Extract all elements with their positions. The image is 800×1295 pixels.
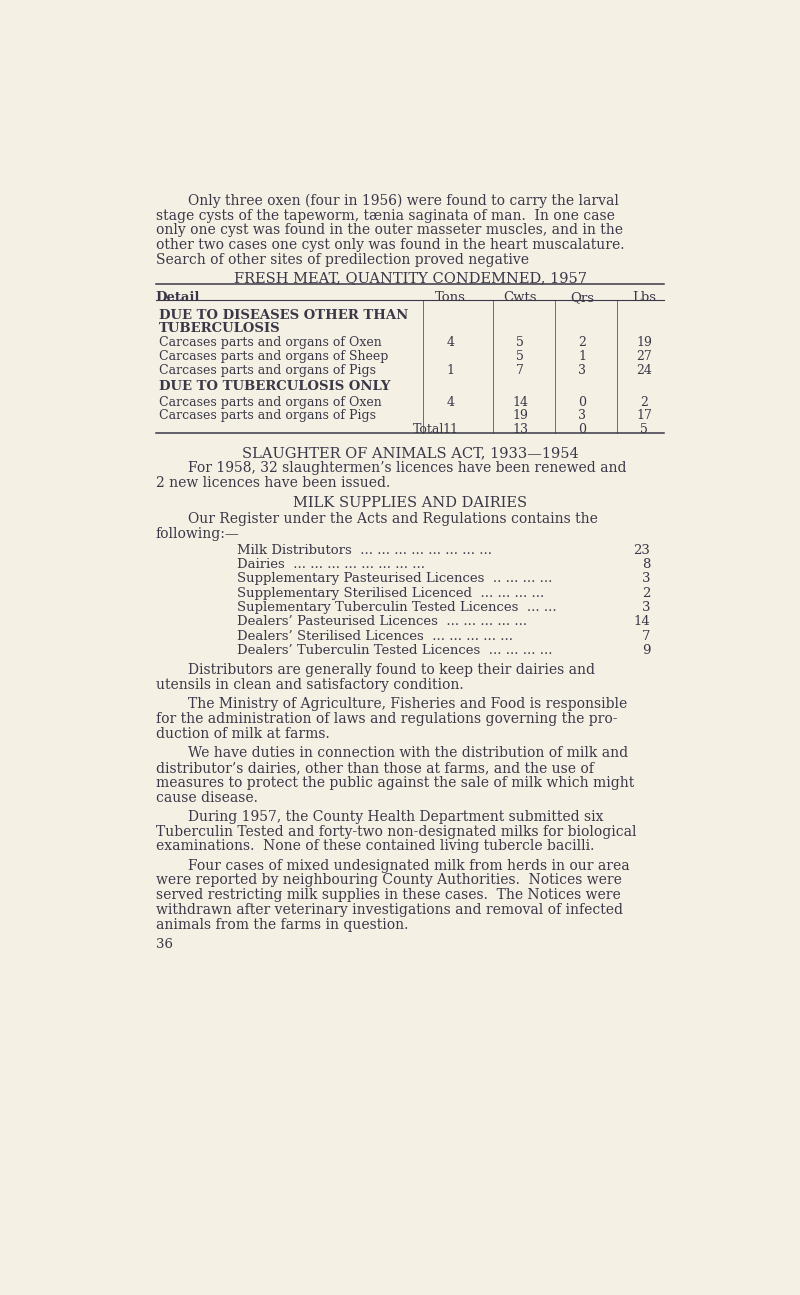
Text: 3: 3 [578,409,586,422]
Text: SLAUGHTER OF ANIMALS ACT, 1933—1954: SLAUGHTER OF ANIMALS ACT, 1933—1954 [242,445,578,460]
Text: 24: 24 [636,364,652,377]
Text: MILK SUPPLIES AND DAIRIES: MILK SUPPLIES AND DAIRIES [293,496,527,510]
Text: Dealers’ Pasteurised Licences  ... ... ... ... ...: Dealers’ Pasteurised Licences ... ... ..… [237,615,527,628]
Text: TUBERCULOSIS: TUBERCULOSIS [159,321,281,334]
Text: 5: 5 [516,350,524,363]
Text: Supplementary Sterilised Licenced  ... ... ... ...: Supplementary Sterilised Licenced ... ..… [237,587,545,600]
Text: duction of milk at farms.: duction of milk at farms. [156,726,330,741]
Text: stage cysts of the tapeworm, tænia saginata of man.  In one case: stage cysts of the tapeworm, tænia sagin… [156,208,614,223]
Text: 19: 19 [512,409,528,422]
Text: 1: 1 [446,364,454,377]
Text: 19: 19 [636,337,652,350]
Text: Qrs: Qrs [570,291,594,304]
Text: cause disease.: cause disease. [156,790,258,804]
Text: 9: 9 [642,644,650,657]
Text: utensils in clean and satisfactory condition.: utensils in clean and satisfactory condi… [156,679,463,693]
Text: withdrawn after veterinary investigations and removal of infected: withdrawn after veterinary investigation… [156,903,622,917]
Text: 4: 4 [446,337,454,350]
Text: Carcases parts and organs of Oxen: Carcases parts and organs of Oxen [159,396,382,409]
Text: 1: 1 [578,350,586,363]
Text: following:—: following:— [156,527,239,540]
Text: Only three oxen (four in 1956) were found to carry the larval: Only three oxen (four in 1956) were foun… [188,194,619,208]
Text: 2: 2 [578,337,586,350]
Text: DUE TO TUBERCULOSIS ONLY: DUE TO TUBERCULOSIS ONLY [159,381,390,394]
Text: 5: 5 [640,423,648,436]
Text: DUE TO DISEASES OTHER THAN: DUE TO DISEASES OTHER THAN [159,308,408,321]
Text: Lbs: Lbs [632,291,656,304]
Text: 0: 0 [578,423,586,436]
Text: Dealers’ Tuberculin Tested Licences  ... ... ... ...: Dealers’ Tuberculin Tested Licences ... … [237,644,553,657]
Text: 14: 14 [512,396,528,409]
Text: 3: 3 [642,572,650,585]
Text: measures to protect the public against the sale of milk which might: measures to protect the public against t… [156,776,634,790]
Text: FRESH MEAT, QUANTITY CONDEMNED, 1957: FRESH MEAT, QUANTITY CONDEMNED, 1957 [234,272,586,285]
Text: Total: Total [413,423,444,436]
Text: 2: 2 [640,396,648,409]
Text: We have duties in connection with the distribution of milk and: We have duties in connection with the di… [188,746,629,760]
Text: 2 new licences have been issued.: 2 new licences have been issued. [156,477,390,491]
Text: Milk Distributors  ... ... ... ... ... ... ... ...: Milk Distributors ... ... ... ... ... ..… [237,544,492,557]
Text: 5: 5 [516,337,524,350]
Text: Suplementary Tuberculin Tested Licences  ... ...: Suplementary Tuberculin Tested Licences … [237,601,557,614]
Text: Our Register under the Acts and Regulations contains the: Our Register under the Acts and Regulati… [188,512,598,526]
Text: 27: 27 [636,350,652,363]
Text: 2: 2 [642,587,650,600]
Text: 11: 11 [442,423,458,436]
Text: Dealers’ Sterilised Licences  ... ... ... ... ...: Dealers’ Sterilised Licences ... ... ...… [237,629,513,642]
Text: examinations.  None of these contained living tubercle bacilli.: examinations. None of these contained li… [156,839,594,853]
Text: Carcases parts and organs of Oxen: Carcases parts and organs of Oxen [159,337,382,350]
Text: for the administration of laws and regulations governing the pro-: for the administration of laws and regul… [156,712,618,726]
Text: 36: 36 [156,939,173,952]
Text: 14: 14 [634,615,650,628]
Text: Distributors are generally found to keep their dairies and: Distributors are generally found to keep… [188,663,595,677]
Text: animals from the farms in question.: animals from the farms in question. [156,918,408,931]
Text: were reported by neighbouring County Authorities.  Notices were: were reported by neighbouring County Aut… [156,873,622,887]
Text: served restricting milk supplies in these cases.  The Notices were: served restricting milk supplies in thes… [156,888,621,903]
Text: 4: 4 [446,396,454,409]
Text: distributor’s dairies, other than those at farms, and the use of: distributor’s dairies, other than those … [156,761,594,774]
Text: Cwts: Cwts [503,291,537,304]
Text: Carcases parts and organs of Pigs: Carcases parts and organs of Pigs [159,364,376,377]
Text: 7: 7 [642,629,650,642]
Text: Dairies  ... ... ... ... ... ... ... ...: Dairies ... ... ... ... ... ... ... ... [237,558,425,571]
Text: Supplementary Pasteurised Licences  .. ... ... ...: Supplementary Pasteurised Licences .. ..… [237,572,553,585]
Text: During 1957, the County Health Department submitted six: During 1957, the County Health Departmen… [188,809,604,824]
Text: 8: 8 [642,558,650,571]
Text: other two cases one cyst only was found in the heart muscalature.: other two cases one cyst only was found … [156,238,624,253]
Text: 23: 23 [634,544,650,557]
Text: only one cyst was found in the outer masseter muscles, and in the: only one cyst was found in the outer mas… [156,224,622,237]
Text: 0: 0 [578,396,586,409]
Text: For 1958, 32 slaughtermen’s licences have been renewed and: For 1958, 32 slaughtermen’s licences hav… [188,461,627,475]
Text: 17: 17 [636,409,652,422]
Text: 3: 3 [578,364,586,377]
Text: The Ministry of Agriculture, Fisheries and Food is responsible: The Ministry of Agriculture, Fisheries a… [188,698,628,711]
Text: 13: 13 [512,423,528,436]
Text: Tons: Tons [435,291,466,304]
Text: Four cases of mixed undesignated milk from herds in our area: Four cases of mixed undesignated milk fr… [188,859,630,873]
Text: 3: 3 [642,601,650,614]
Text: Carcases parts and organs of Pigs: Carcases parts and organs of Pigs [159,409,376,422]
Text: Detail: Detail [156,291,200,304]
Text: Tuberculin Tested and forty-two non-designated milks for biological: Tuberculin Tested and forty-two non-desi… [156,825,636,839]
Text: Search of other sites of predilection proved negative: Search of other sites of predilection pr… [156,253,529,267]
Text: 7: 7 [516,364,524,377]
Text: Carcases parts and organs of Sheep: Carcases parts and organs of Sheep [159,350,388,363]
